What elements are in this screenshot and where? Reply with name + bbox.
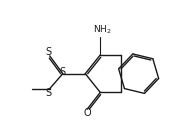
- Text: S: S: [46, 88, 52, 98]
- Text: S: S: [46, 47, 52, 57]
- Text: O: O: [83, 108, 91, 118]
- Text: NH$_2$: NH$_2$: [93, 23, 111, 36]
- Text: S: S: [60, 67, 66, 77]
